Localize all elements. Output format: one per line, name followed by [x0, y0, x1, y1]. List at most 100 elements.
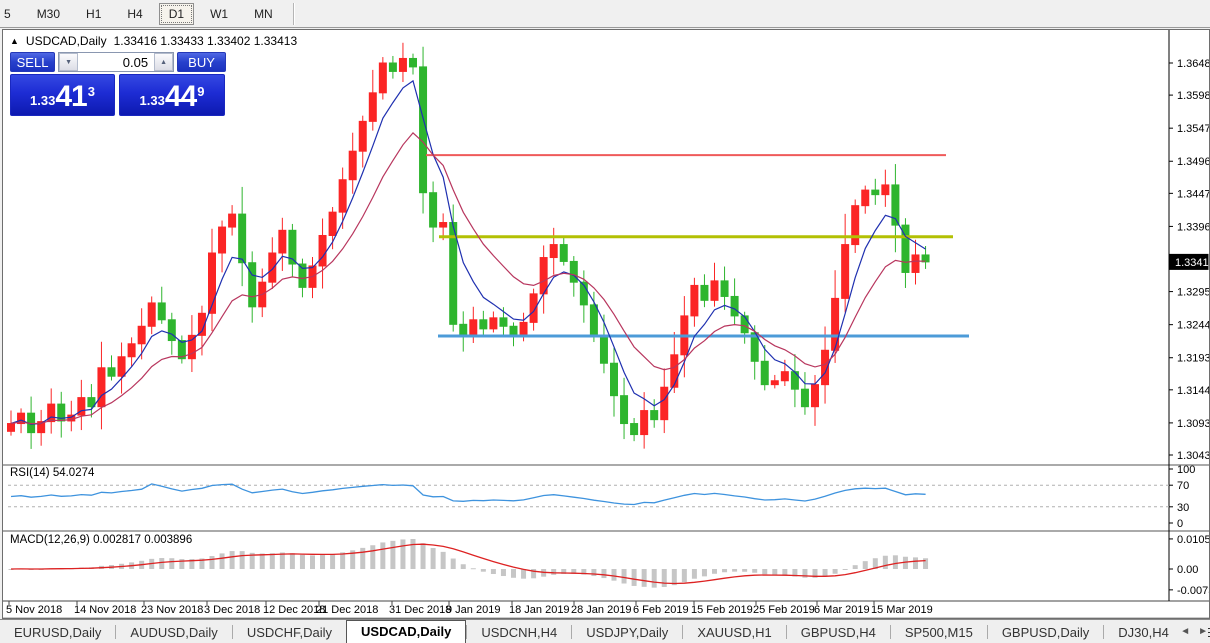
- rsi-axis: 100 70 30 0: [1169, 464, 1195, 530]
- timeframe-button-h1[interactable]: H1: [86, 6, 102, 21]
- svg-text:14 Nov 2018: 14 Nov 2018: [74, 604, 136, 616]
- sell-price-base: 1.33: [30, 93, 56, 108]
- chart-window[interactable]: 1.364801.359851.354751.349651.344701.339…: [2, 29, 1210, 619]
- timeframe-button-mn[interactable]: MN: [254, 6, 273, 21]
- sell-button[interactable]: SELL: [10, 52, 56, 72]
- svg-text:1.31440: 1.31440: [1177, 385, 1209, 397]
- svg-text:0: 0: [1177, 518, 1183, 530]
- tab-separator: [889, 625, 891, 639]
- rsi-line[interactable]: [10, 483, 926, 506]
- tab-separator: [682, 625, 684, 639]
- chart-tab-gbpusd-h4[interactable]: GBPUSD,H4: [800, 625, 876, 640]
- chart-tab-usdjpy-daily[interactable]: USDJPY,Daily: [586, 625, 669, 640]
- svg-text:1.35985: 1.35985: [1177, 90, 1209, 102]
- macd-axis: 0.010525 0.00 -0.0073: [1169, 534, 1209, 597]
- buy-price-pips: 44: [164, 80, 197, 113]
- svg-text:3 Dec 2018: 3 Dec 2018: [204, 604, 260, 616]
- svg-text:70: 70: [1177, 480, 1189, 492]
- sell-price-pips: 41: [55, 80, 87, 113]
- tab-scroll-left-icon[interactable]: ◄: [1180, 626, 1191, 637]
- sell-price-button[interactable]: 1.33 41 3: [10, 74, 115, 116]
- tab-separator: [986, 625, 988, 639]
- chart-tab-usdcnh-h4[interactable]: USDCNH,H4: [481, 625, 558, 640]
- svg-text:1.33413: 1.33413: [1175, 257, 1209, 269]
- svg-text:15 Mar 2019: 15 Mar 2019: [871, 604, 933, 616]
- rsi-levels: [8, 484, 1169, 508]
- panel-frame: [3, 30, 1209, 618]
- toolbar-separator: [292, 2, 295, 25]
- tab-separator: [785, 625, 787, 639]
- chart-tab-sp500-m15[interactable]: SP500,M15: [904, 625, 973, 640]
- slow-ma-line[interactable]: [10, 132, 926, 425]
- svg-text:25 Feb 2019: 25 Feb 2019: [753, 604, 815, 616]
- price-axis: 1.36480 1.35985 1.35475 1.34965 1.34470 1.339…: [1169, 58, 1209, 462]
- timeframe-button-h4[interactable]: H4: [127, 6, 143, 21]
- chart-tab-xauusd-h1[interactable]: XAUUSD,H1: [697, 625, 772, 640]
- buy-price-point: 9: [197, 84, 205, 99]
- chart-tab-bar: EURUSD,Daily AUDUSD,Daily USDCHF,Daily USDC…: [0, 619, 1210, 643]
- buy-price-base: 1.33: [139, 93, 165, 108]
- fast-ma-line[interactable]: [10, 79, 926, 425]
- volume-stepper: ▼ ▲: [58, 52, 175, 72]
- volume-input[interactable]: [78, 53, 155, 71]
- date-axis: 5 Nov 2018 14 Nov 2018 23 Nov 2018 3 Dec 20…: [6, 601, 933, 616]
- buy-price-button[interactable]: 1.33 44 9: [119, 74, 225, 116]
- svg-text:9 Jan 2019: 9 Jan 2019: [446, 604, 500, 616]
- svg-text:1.32955: 1.32955: [1177, 287, 1209, 299]
- volume-decrease-button[interactable]: ▼: [59, 53, 79, 71]
- timeframe-button-d1[interactable]: D1: [158, 2, 195, 25]
- svg-text:1.34965: 1.34965: [1177, 156, 1209, 168]
- chart-title-bar: ▲ USDCAD,Daily 1.33416 1.33433 1.33402 1…: [10, 34, 297, 48]
- tab-separator: [571, 625, 573, 639]
- one-click-trade-panel: SELL ▼ ▲ BUY 1.33 41 3 1.33 44 9: [10, 52, 226, 116]
- rsi-label: RSI(14) 54.0274: [10, 467, 95, 479]
- svg-text:1.31935: 1.31935: [1177, 353, 1209, 365]
- volume-increase-button[interactable]: ▲: [154, 53, 174, 71]
- chart-tab-usdcad-daily[interactable]: USDCAD,Daily: [346, 620, 467, 643]
- current-price-label: 1.33413: [1169, 253, 1209, 270]
- svg-text:31 Dec 2018: 31 Dec 2018: [389, 604, 451, 616]
- svg-text:1.30930: 1.30930: [1177, 418, 1209, 430]
- svg-text:1.30435: 1.30435: [1177, 450, 1209, 462]
- svg-text:6 Feb 2019: 6 Feb 2019: [633, 604, 689, 616]
- sell-price-point: 3: [87, 84, 95, 99]
- chart-tab-dj30-h4[interactable]: DJ30,H4: [1118, 625, 1169, 640]
- svg-text:21 Dec 2018: 21 Dec 2018: [316, 604, 378, 616]
- macd-signal-line[interactable]: [10, 543, 926, 585]
- tab-scroll-right-icon[interactable]: ►: [1198, 626, 1208, 637]
- symbol-title: USDCAD,Daily: [25, 34, 107, 48]
- tab-separator: [115, 625, 117, 639]
- svg-text:15 Feb 2019: 15 Feb 2019: [691, 604, 753, 616]
- ohlc-quote: 1.33416 1.33433 1.33402 1.33413: [113, 34, 298, 48]
- svg-text:6 Mar 2019: 6 Mar 2019: [814, 604, 870, 616]
- timeframe-button-w1[interactable]: W1: [210, 6, 229, 21]
- svg-text:1.32445: 1.32445: [1177, 320, 1209, 332]
- chart-tab-eurusd-daily[interactable]: EURUSD,Daily: [14, 625, 102, 640]
- macd-histogram[interactable]: [8, 539, 929, 588]
- svg-text:-0.0073: -0.0073: [1177, 585, 1209, 597]
- tab-scroll-controls: ◄ ►: [1174, 620, 1208, 643]
- chart-tab-audusd-daily[interactable]: AUDUSD,Daily: [130, 625, 218, 640]
- svg-text:18 Jan 2019: 18 Jan 2019: [509, 604, 570, 616]
- tab-separator: [1103, 625, 1105, 639]
- tab-separator: [466, 625, 468, 639]
- timeframe-button-5[interactable]: 5: [4, 6, 11, 21]
- macd-label: MACD(12,26,9) 0.002817 0.003896: [10, 534, 193, 546]
- chart-canvas[interactable]: 1.364801.359851.354751.349651.344701.339…: [3, 30, 1209, 618]
- svg-text:0.010525: 0.010525: [1177, 534, 1209, 546]
- svg-text:30: 30: [1177, 502, 1189, 514]
- svg-text:23 Nov 2018: 23 Nov 2018: [141, 604, 203, 616]
- svg-text:1.33960: 1.33960: [1177, 221, 1209, 233]
- buy-button[interactable]: BUY: [177, 52, 226, 72]
- candles-layer[interactable]: [7, 42, 930, 449]
- svg-text:12 Dec 2018: 12 Dec 2018: [263, 604, 325, 616]
- svg-text:5 Nov 2018: 5 Nov 2018: [6, 604, 62, 616]
- chart-tab-gbpusd-daily[interactable]: GBPUSD,Daily: [1001, 625, 1090, 640]
- timeframe-button-m30[interactable]: M30: [36, 6, 61, 21]
- tab-separator: [231, 625, 233, 639]
- timeframe-toolbar: 5 M30 H1 H4 D1 W1 MN: [0, 0, 1210, 28]
- svg-text:1.35475: 1.35475: [1177, 123, 1209, 135]
- collapse-icon[interactable]: ▲: [10, 35, 19, 46]
- chart-tab-usdchf-daily[interactable]: USDCHF,Daily: [246, 625, 333, 640]
